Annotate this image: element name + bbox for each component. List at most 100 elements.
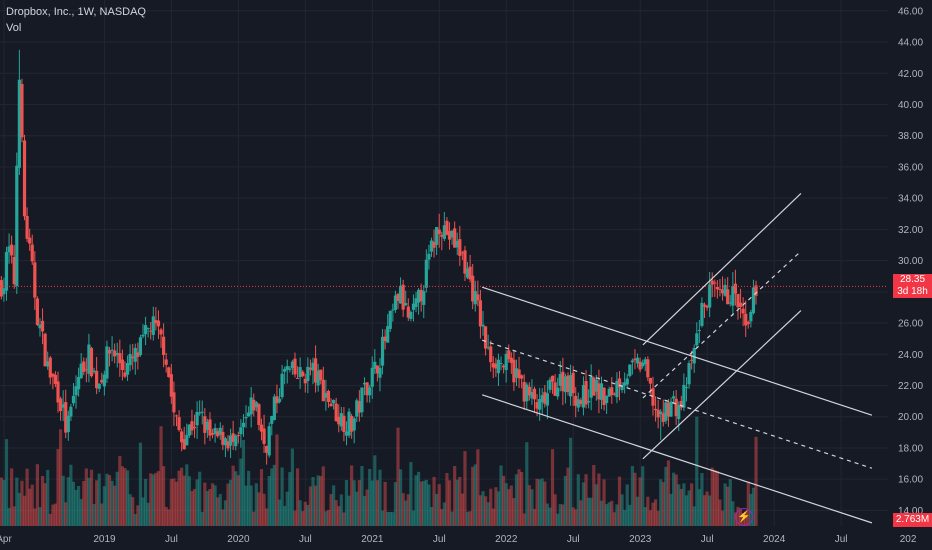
volume-bar — [483, 496, 488, 526]
candle-body — [373, 361, 377, 369]
volume-bar — [563, 475, 568, 526]
candle-body — [295, 377, 300, 379]
volume-bar — [460, 493, 464, 526]
candle-body — [527, 386, 531, 396]
candle-body — [633, 358, 637, 361]
lightning-icon[interactable]: ⚡ — [735, 508, 753, 526]
candle-body — [362, 382, 367, 385]
volume-bar — [633, 472, 637, 526]
volume-bar — [404, 500, 408, 526]
volume-bar — [545, 503, 549, 526]
volume-bar — [417, 471, 421, 526]
volume-bar — [728, 479, 732, 526]
volume-bar — [118, 456, 122, 526]
volume-bar — [332, 485, 336, 526]
volume-bar — [623, 509, 627, 526]
candle-body — [247, 412, 251, 417]
volume-bar — [682, 483, 686, 526]
y-tick-label: 16.00 — [898, 475, 923, 486]
volume-bar — [625, 484, 629, 526]
candle-body — [25, 215, 29, 239]
volume-bar — [517, 469, 521, 526]
candle-body — [125, 363, 130, 375]
candle-body — [695, 333, 699, 346]
candle-body — [283, 368, 287, 372]
volume-bar — [630, 465, 634, 526]
candle-body — [612, 393, 616, 395]
volume-bar — [259, 469, 264, 526]
volume-bar — [656, 510, 660, 526]
volume-bar — [746, 481, 750, 526]
volume-bar — [141, 497, 145, 526]
candle-body — [321, 379, 325, 402]
volume-bar — [15, 477, 19, 526]
candle-body — [620, 384, 624, 391]
candle-body — [625, 378, 629, 385]
volume-bar — [136, 505, 140, 526]
volume-bar — [308, 486, 313, 526]
candle-body — [491, 363, 495, 368]
volume-bar — [522, 513, 526, 526]
volume-bar — [628, 504, 632, 526]
candle-body — [483, 326, 488, 349]
candle-body — [435, 227, 439, 245]
candle-body — [723, 284, 727, 296]
volume-bar — [241, 439, 246, 526]
candle-body — [684, 387, 689, 389]
candle-body — [277, 398, 282, 403]
volume-bar — [406, 494, 410, 526]
volume-bar — [447, 480, 452, 526]
trendline-drawings[interactable] — [481, 193, 873, 524]
volume-bar — [342, 512, 346, 526]
candle-body — [682, 384, 686, 408]
volume-bar — [352, 480, 356, 526]
candle-body — [406, 306, 410, 318]
y-tick-label: 46.00 — [898, 6, 923, 17]
volume-bar — [226, 483, 230, 526]
candle-body — [48, 357, 52, 378]
volume-bar — [666, 460, 671, 526]
candle-body — [182, 439, 186, 450]
volume-bar — [715, 470, 719, 526]
candle-body — [355, 400, 359, 417]
candle-body — [0, 280, 3, 297]
volume-bar — [146, 502, 150, 526]
candle-body — [380, 336, 385, 366]
candle-body — [61, 404, 65, 408]
volume-bar — [674, 474, 678, 526]
volume-bar — [12, 506, 16, 526]
volume-bar — [705, 491, 709, 526]
volume-bar — [177, 470, 181, 526]
volume-bar — [687, 490, 691, 526]
trendline — [642, 250, 802, 399]
candle-body — [486, 347, 490, 349]
candle-body — [617, 378, 622, 388]
volume-bar — [383, 481, 387, 526]
candle-body — [357, 401, 361, 413]
volume-bar — [543, 481, 547, 526]
volume-bar — [690, 483, 694, 526]
volume-bar — [334, 500, 338, 526]
volume-bar — [489, 488, 493, 526]
candle-body — [252, 399, 256, 411]
candle-body — [167, 367, 171, 378]
volume-bar — [659, 479, 663, 526]
volume-bar — [653, 499, 658, 526]
candle-body — [458, 239, 462, 256]
candle-body — [718, 288, 722, 290]
volume-bar — [409, 462, 413, 526]
volume-bar — [267, 475, 271, 526]
candle-body — [4, 252, 9, 291]
candle-body — [594, 379, 598, 392]
volume-bar — [115, 471, 119, 526]
candle-body — [659, 411, 663, 415]
time-axis[interactable]: Apr 2019 Jul 2020 Jul 2021 Jul 2022 Jul 2023 Jul 20… — [0, 528, 932, 550]
trendline — [481, 286, 873, 416]
candle-body — [311, 362, 315, 371]
volume-bar — [476, 449, 480, 526]
volume-bar — [180, 467, 184, 526]
candle-body — [375, 365, 379, 374]
candle-body — [15, 165, 19, 287]
candle-body — [169, 374, 173, 397]
